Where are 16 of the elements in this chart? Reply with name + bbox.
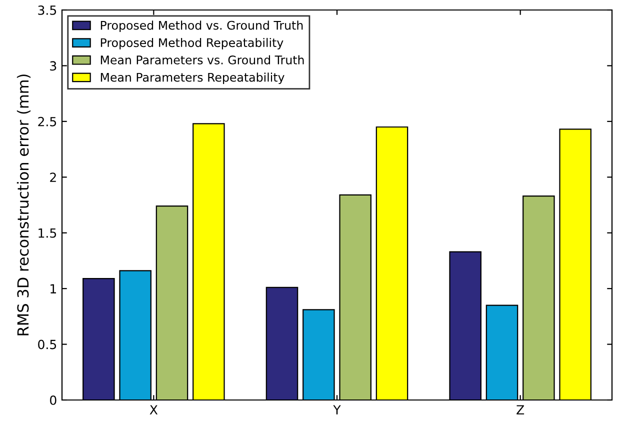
legend-label: Proposed Method vs. Ground Truth xyxy=(100,20,303,32)
legend-label: Proposed Method Repeatability xyxy=(100,38,284,50)
y-tick-label: 0.5 xyxy=(38,340,56,350)
legend-label: Mean Parameters vs. Ground Truth xyxy=(100,55,304,64)
y-tick-label: 1.5 xyxy=(38,228,56,238)
y-tick-label: 1 xyxy=(50,284,56,294)
legend-label: Mean Parameters Repeatability xyxy=(100,72,284,84)
y-tick-label: 3.5 xyxy=(38,5,56,15)
y-tick-label: 2.5 xyxy=(38,116,56,126)
x-tick-label: X xyxy=(150,405,158,414)
x-tick-label: Y xyxy=(333,405,341,414)
y-tick-label: 2 xyxy=(50,172,56,182)
y-axis-title: RMS 3D reconstruction error (mm) xyxy=(16,74,31,336)
x-tick-label: Z xyxy=(516,405,524,414)
y-tick-label: 0 xyxy=(50,395,56,405)
y-tick-label: 3 xyxy=(50,61,56,71)
